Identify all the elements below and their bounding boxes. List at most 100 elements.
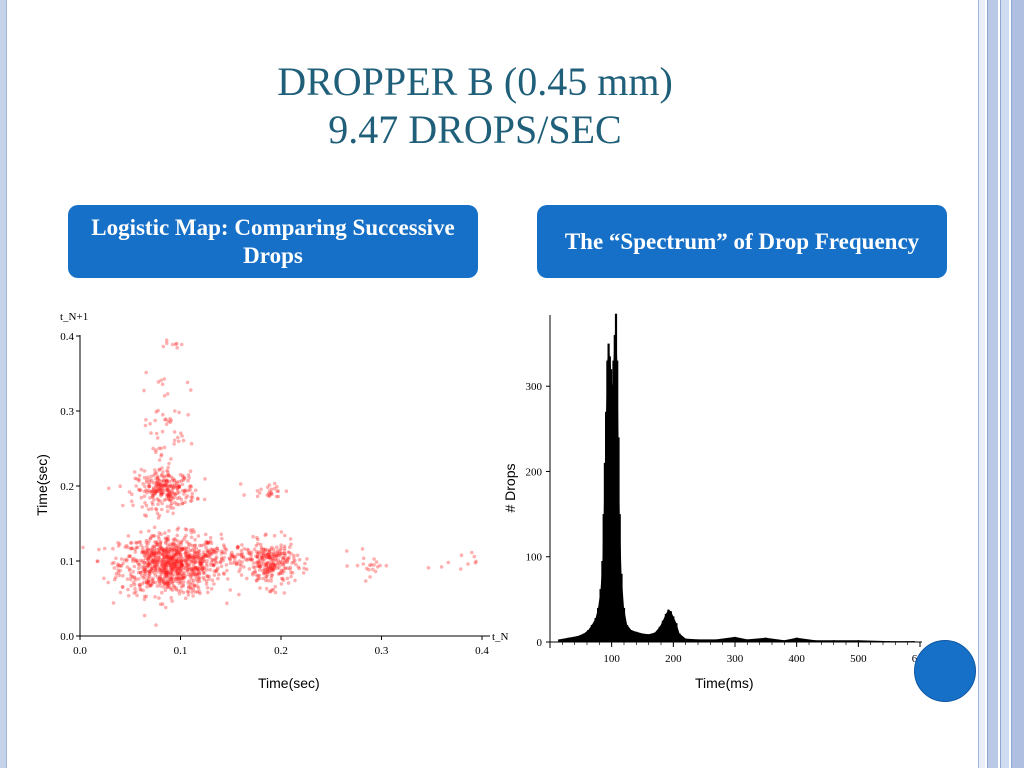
scatter-point (178, 564, 182, 568)
scatter-point (184, 555, 189, 559)
scatter-point (156, 562, 160, 567)
scatter-point (153, 595, 157, 599)
scatter-point (213, 550, 217, 554)
scatter-point (280, 576, 285, 581)
scatter-point (215, 567, 219, 572)
scatter-point (134, 590, 138, 594)
scatter-point (230, 550, 234, 555)
scatter-point (192, 554, 196, 558)
scatter-point (283, 553, 287, 558)
scatter-point (254, 579, 259, 583)
scatter-point (274, 555, 279, 559)
scatter-point (180, 546, 184, 551)
scatter-point (272, 533, 277, 538)
scatter-point (274, 558, 278, 563)
scatter-point (165, 392, 170, 396)
scatter-point (273, 584, 277, 589)
scatter-point (180, 501, 185, 506)
scatter-point (157, 551, 161, 555)
scatter-point (183, 527, 188, 531)
scatter-point (269, 568, 274, 573)
scatter-point (367, 567, 371, 572)
scatter-point (139, 530, 143, 534)
scatter-point (134, 545, 139, 550)
scatter-point (164, 546, 169, 551)
scatter-point (169, 566, 174, 570)
scatter-point (251, 565, 256, 569)
scatter-point (205, 574, 209, 579)
scatter-point (195, 572, 199, 577)
scatter-point (177, 571, 181, 576)
scatter-point (133, 576, 137, 580)
scatter-y-tick-label: 0.3 (60, 406, 74, 418)
scatter-point (192, 556, 197, 561)
scatter-point (178, 472, 183, 477)
scatter-point (277, 550, 282, 554)
scatter-point (125, 557, 129, 561)
scatter-point (282, 551, 287, 556)
scatter-point (470, 550, 474, 555)
scatter-point (142, 613, 147, 618)
scatter-point (160, 382, 165, 387)
scatter-point (160, 547, 165, 552)
scatter-point (276, 551, 280, 556)
scatter-point (271, 552, 276, 556)
scatter-point (157, 578, 161, 583)
scatter-point (259, 564, 263, 568)
scatter-point (168, 571, 173, 575)
scatter-point (181, 574, 186, 578)
scatter-point (127, 490, 132, 494)
scatter-point (162, 579, 166, 583)
scatter-point (193, 565, 198, 570)
scatter-point (170, 565, 175, 570)
scatter-point (142, 475, 147, 480)
scatter-point (141, 558, 146, 563)
scatter-point (206, 550, 210, 554)
scatter-point (277, 552, 282, 556)
scatter-point (191, 528, 195, 532)
scatter-point (147, 583, 152, 588)
scatter-point (208, 555, 212, 560)
scatter-point (213, 569, 218, 573)
scatter-point (275, 549, 280, 553)
scatter-point (172, 561, 177, 566)
scatter-point (176, 571, 180, 576)
scatter-point (182, 558, 186, 563)
scatter-point (111, 546, 115, 551)
scatter-point (164, 553, 168, 557)
scatter-point (144, 578, 149, 582)
scatter-point (175, 551, 179, 556)
scatter-point (174, 564, 178, 569)
scatter-point (150, 558, 155, 563)
scatter-point (198, 560, 202, 565)
scatter-point (261, 547, 266, 551)
scatter-point (181, 473, 185, 478)
scatter-point (170, 555, 175, 560)
scatter-x-tick-label: 0.2 (274, 645, 288, 657)
scatter-point (126, 594, 131, 598)
scatter-point (154, 507, 159, 512)
scatter-point (247, 567, 252, 571)
scatter-point (144, 480, 149, 484)
scatter-point (163, 562, 168, 567)
scatter-point (172, 564, 177, 569)
scatter-point (157, 487, 162, 492)
scatter-point (126, 545, 130, 550)
scatter-point (280, 576, 284, 581)
scatter-point (142, 572, 147, 576)
scatter-point (171, 511, 175, 516)
scatter-point (364, 566, 369, 571)
scatter-point (165, 554, 170, 558)
scatter-point (153, 418, 157, 423)
scatter-point (163, 547, 167, 551)
scatter-point (116, 570, 121, 575)
scatter-point (187, 554, 192, 558)
scatter-point (170, 555, 174, 560)
scatter-point (196, 568, 200, 572)
scatter-point (152, 571, 156, 575)
scatter-point (161, 479, 166, 483)
scatter-point (176, 575, 181, 580)
scatter-point (198, 562, 203, 567)
scatter-point (261, 560, 265, 564)
scatter-point (150, 559, 154, 563)
